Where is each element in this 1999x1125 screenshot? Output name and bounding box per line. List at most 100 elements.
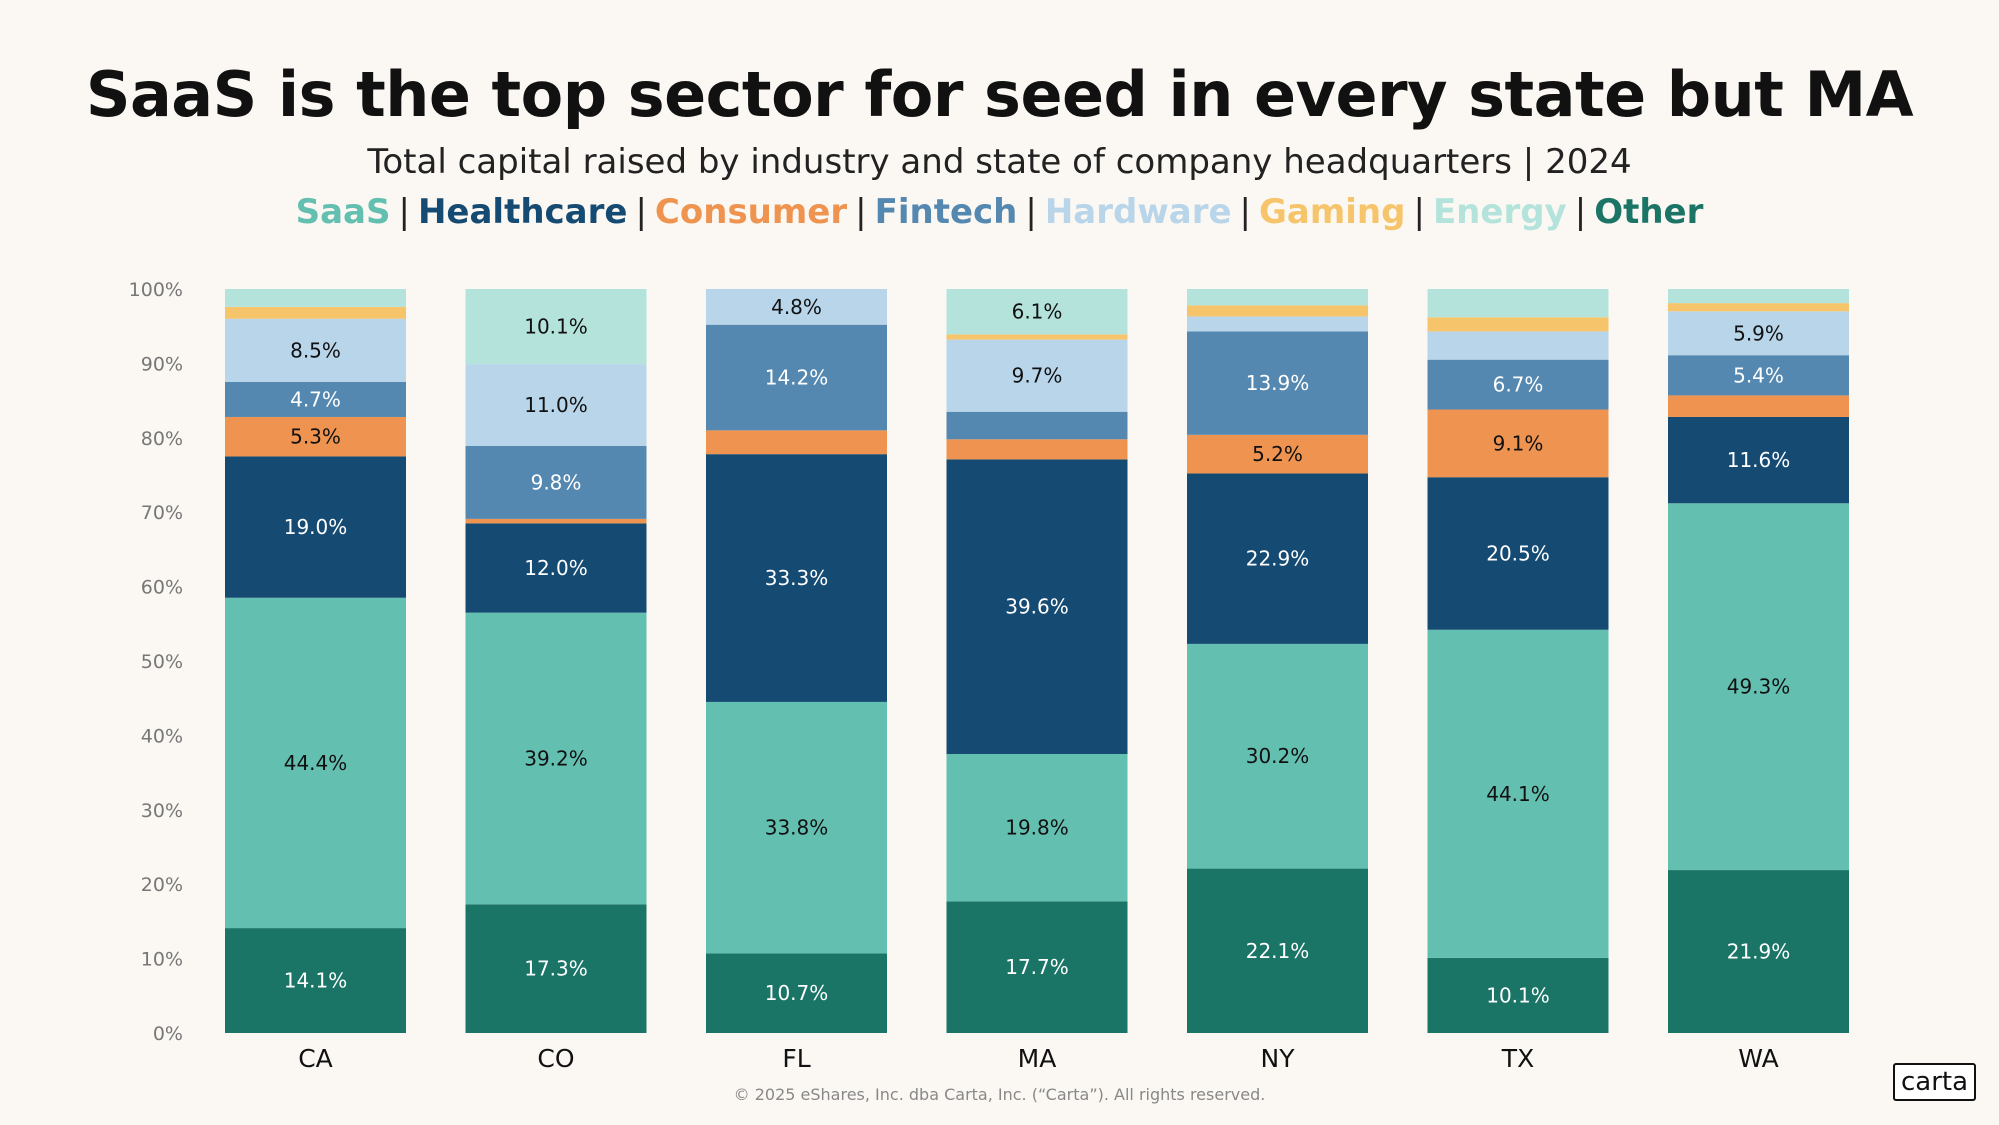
bar-segment-fl-hardware <box>706 289 887 325</box>
y-tick-label: 40% <box>141 725 183 747</box>
y-tick-label: 50% <box>141 651 183 673</box>
bar-segment-ny-healthcare <box>1187 473 1368 644</box>
legend-separator: | <box>1025 192 1037 232</box>
data-label: 5.9% <box>1733 321 1784 345</box>
bar-segment-fl-fintech <box>706 324 887 431</box>
bar-segment-ny-saas <box>1187 643 1368 869</box>
data-label: 4.8% <box>771 295 822 319</box>
data-label: 33.8% <box>765 816 829 840</box>
legend-item-other: Other <box>1594 192 1704 232</box>
data-label: 5.4% <box>1733 363 1784 387</box>
data-label: 20.5% <box>1486 541 1550 565</box>
data-label: 8.5% <box>290 338 341 362</box>
bar-segment-co-healthcare <box>465 523 647 613</box>
bar-segment-tx-energy <box>1427 289 1609 318</box>
data-label: 39.6% <box>1005 595 1069 619</box>
bar-segment-tx-saas <box>1427 629 1609 958</box>
bar-segment-ma-consumer <box>946 439 1128 460</box>
data-label: 39.2% <box>524 746 588 770</box>
bar-segment-tx-other <box>1427 957 1609 1033</box>
bar-segment-ma-hardware <box>946 339 1128 412</box>
bar-segment-tx-hardware <box>1427 331 1609 360</box>
data-label: 11.0% <box>524 393 588 417</box>
bar-segment-co-hardware <box>465 364 647 446</box>
y-tick-label: 30% <box>141 800 183 822</box>
bar-segment-fl-saas <box>706 701 887 954</box>
data-label: 17.7% <box>1005 955 1069 979</box>
legend-separator: | <box>1574 192 1587 232</box>
bar-segment-co-saas <box>465 612 647 905</box>
legend-item-consumer: Consumer <box>654 192 848 232</box>
data-label: 44.1% <box>1486 782 1550 806</box>
bar-segment-co-consumer <box>465 518 647 524</box>
legend-separator: | <box>1413 192 1425 232</box>
bar-segment-wa-fintech <box>1668 355 1849 396</box>
chart-title: SaaS is the top sector for seed in every… <box>85 58 1914 131</box>
bar-segment-tx-consumer <box>1427 409 1609 478</box>
data-label: 17.3% <box>524 957 588 981</box>
data-label: 5.3% <box>290 425 341 449</box>
bar-segment-ca-consumer <box>225 416 406 457</box>
y-tick-label: 70% <box>141 502 183 524</box>
bar-segment-fl-consumer <box>706 430 887 455</box>
bar-segment-wa-energy <box>1668 289 1849 304</box>
data-label: 9.7% <box>1012 364 1063 388</box>
data-label: 10.7% <box>765 981 829 1005</box>
bar-segment-ca-other <box>225 928 406 1033</box>
data-label: 30.2% <box>1246 744 1310 768</box>
bar-segment-ny-fintech <box>1187 331 1368 435</box>
bar-segment-ca-energy <box>225 289 406 307</box>
bar-segment-ca-healthcare <box>225 456 406 598</box>
data-label: 9.8% <box>531 470 582 494</box>
x-tick-label: MA <box>1018 1044 1057 1073</box>
bar-segment-ca-saas <box>225 597 406 929</box>
y-tick-label: 20% <box>141 874 183 896</box>
data-label: 10.1% <box>524 315 588 339</box>
bar-segment-tx-healthcare <box>1427 477 1609 630</box>
x-tick-label: CA <box>298 1044 333 1073</box>
bar-segment-ny-energy <box>1187 289 1368 306</box>
data-label: 19.0% <box>284 515 348 539</box>
x-tick-label: CO <box>537 1044 574 1073</box>
y-tick-label: 90% <box>141 353 183 375</box>
legend: SaaS | Healthcare | Consumer | Fintech | Hardwar… <box>0 192 1999 232</box>
bar-segment-co-fintech <box>465 445 647 519</box>
x-tick-label: FL <box>782 1044 810 1073</box>
data-label: 14.1% <box>284 969 348 993</box>
data-label: 21.9% <box>1727 940 1791 964</box>
y-tick-label: 100% <box>129 279 183 301</box>
legend-separator: | <box>635 192 647 232</box>
bar-segment-co-energy <box>465 289 647 365</box>
bar-segment-co-other <box>465 904 647 1033</box>
legend-item-gaming: Gaming <box>1259 192 1406 232</box>
chart-subtitle: Total capital raised by industry and sta… <box>367 142 1632 182</box>
bar-segment-ny-gaming <box>1187 305 1368 317</box>
data-label: 6.7% <box>1493 373 1544 397</box>
data-label: 4.7% <box>290 387 341 411</box>
data-label: 11.6% <box>1727 448 1791 472</box>
bar-segment-wa-gaming <box>1668 303 1849 312</box>
bar-segment-tx-gaming <box>1427 317 1609 332</box>
x-tick-label: WA <box>1738 1044 1778 1073</box>
legend-item-saas: SaaS <box>295 192 391 232</box>
bar-segment-tx-fintech <box>1427 359 1609 410</box>
y-tick-label: 80% <box>141 428 183 450</box>
data-label: 49.3% <box>1727 675 1791 699</box>
y-tick-label: 10% <box>141 949 183 971</box>
bar-segment-wa-consumer <box>1668 395 1849 417</box>
bar-segment-ca-hardware <box>225 318 406 382</box>
bar-segment-ma-energy <box>946 289 1128 335</box>
y-tick-label: 60% <box>141 577 183 599</box>
legend-separator: | <box>398 192 410 232</box>
bar-segment-ca-fintech <box>225 382 406 417</box>
legend-item-fintech: Fintech <box>874 192 1018 232</box>
bar-segment-ny-other <box>1187 868 1368 1033</box>
legend-separator: | <box>1239 192 1251 232</box>
bar-segment-fl-healthcare <box>706 454 887 702</box>
data-label: 22.9% <box>1246 547 1310 571</box>
data-label: 44.4% <box>284 751 348 775</box>
bar-segment-ca-gaming <box>225 306 406 319</box>
bar-segment-fl-other <box>706 953 887 1033</box>
data-label: 14.2% <box>765 366 829 390</box>
